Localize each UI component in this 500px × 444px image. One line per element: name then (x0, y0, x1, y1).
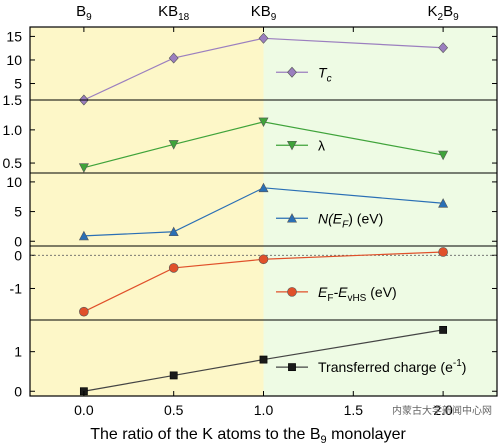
x-tick-label: 0.5 (164, 402, 184, 418)
y-tick-label: 0 (14, 247, 22, 263)
y-tick-label: 10 (6, 52, 22, 68)
series-line-1 (83, 37, 444, 101)
legend-label-3: N(EF) (eV) (318, 210, 383, 230)
y-tick-label: 5 (14, 76, 22, 92)
data-point (168, 226, 179, 237)
x-tick-label: 1.0 (254, 402, 274, 418)
data-point (168, 263, 179, 273)
data-point (169, 371, 178, 380)
data-point (259, 355, 268, 364)
data-point (79, 306, 89, 317)
series-line-3 (83, 187, 444, 237)
data-point (438, 150, 449, 161)
y-tick-label: 1 (14, 344, 22, 360)
data-point (78, 230, 89, 241)
series-line-4 (83, 251, 444, 313)
data-point (168, 52, 179, 64)
legend-marker (287, 287, 297, 297)
legend-label-1: Tc (318, 64, 332, 84)
top-label-3: K2B9 (428, 3, 460, 23)
legend-marker (287, 140, 297, 151)
y-tick-label: 0 (14, 383, 22, 399)
y-tick-label: 0 (14, 233, 22, 249)
y-tick-label: -1 (10, 280, 23, 296)
watermark: 内蒙古大学新闻中心网 (392, 404, 492, 417)
series-line-5 (83, 329, 444, 392)
data-point (78, 163, 89, 173)
data-point (439, 325, 448, 334)
legend-marker (287, 213, 297, 223)
data-point (168, 140, 179, 150)
legend-label-5: Transferred charge (e-1) (318, 358, 466, 375)
data-point (438, 198, 449, 208)
series-line-2 (83, 121, 444, 169)
legend-marker (287, 66, 297, 78)
x-axis-label: The ratio of the K atoms to the B9 monol… (90, 426, 406, 444)
data-point (258, 32, 269, 44)
left-background (30, 27, 264, 396)
data-point (438, 247, 448, 257)
legend-label-4: EF-EvHS (eV) (318, 284, 397, 304)
top-label-2: KB9 (251, 3, 277, 23)
data-point (258, 182, 269, 193)
panel-3: 0 5 10 N(EF) (eV) (6, 174, 497, 249)
data-point (258, 254, 269, 265)
right-background (263, 27, 497, 396)
y-tick-label: 10 (6, 174, 22, 190)
top-label-0: B9 (76, 3, 92, 23)
panel-2: 0.5 1.0 λ (3, 117, 497, 173)
y-tick-label-bottom: 1.5 (3, 92, 23, 108)
panel-1: 5 10 15 1.5 Tc (3, 28, 497, 108)
panel-4: -1 0 EF-EvHS (eV) (10, 247, 497, 317)
y-tick-label: 5 (14, 204, 22, 220)
legend-label-2: λ (318, 137, 325, 153)
y-tick-label: 1.0 (3, 122, 23, 138)
legend-marker (288, 363, 296, 372)
data-point (438, 42, 449, 54)
panel-5: 0 1 Transferred charge (e-1) (14, 325, 497, 399)
top-label-1: KB18 (158, 3, 190, 23)
y-tick-label: 15 (6, 28, 22, 44)
y-tick-label: 0.5 (3, 155, 23, 171)
data-point (258, 117, 269, 128)
x-tick-label: 2.0 (433, 402, 453, 418)
x-tick-label: 1.5 (344, 402, 364, 418)
x-tick-label: 0.0 (74, 402, 94, 418)
